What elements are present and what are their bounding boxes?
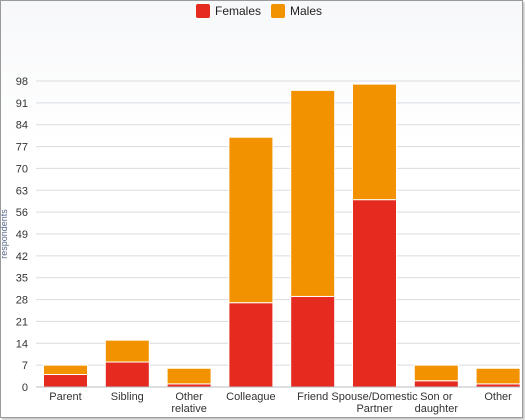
bar-males-4 bbox=[290, 89, 336, 297]
bar-males-6 bbox=[413, 364, 459, 382]
bar-females-0 bbox=[43, 374, 88, 388]
legend-item-males[interactable]: Males bbox=[271, 4, 322, 18]
y-tick-label: 56 bbox=[16, 207, 28, 219]
y-tick-label: 49 bbox=[16, 229, 28, 241]
x-tick-label-line: Other bbox=[175, 391, 203, 403]
x-tick-label: Other relative bbox=[171, 391, 206, 415]
bar-males-5 bbox=[352, 83, 397, 201]
legend: Females Males bbox=[196, 4, 322, 18]
bar-males-1 bbox=[104, 339, 150, 363]
bar-males-7 bbox=[475, 367, 521, 385]
y-tick-label: 7 bbox=[22, 360, 28, 372]
bar-males-0 bbox=[43, 364, 88, 376]
x-tick-label: Parent bbox=[49, 391, 81, 403]
x-tick-label-line: Parent bbox=[49, 391, 81, 403]
x-tick-label-line: Colleague bbox=[226, 391, 276, 403]
legend-item-females[interactable]: Females bbox=[196, 4, 261, 18]
x-tick-label-line: Son or bbox=[420, 391, 453, 403]
x-tick-label-line: Sibling bbox=[111, 391, 144, 403]
bar-males-3 bbox=[228, 136, 274, 304]
y-tick-label: 63 bbox=[16, 185, 28, 197]
legend-swatch-males bbox=[271, 4, 286, 18]
y-tick-label: 0 bbox=[22, 382, 28, 394]
x-tick-label-line: Partner bbox=[356, 403, 392, 415]
x-tick-label-line: Spouse/Domestic bbox=[331, 391, 418, 403]
y-tick-label: 42 bbox=[16, 251, 28, 263]
x-tick-label-line: Friend bbox=[297, 391, 328, 403]
y-tick-label: 84 bbox=[16, 120, 28, 132]
y-tick-label: 14 bbox=[16, 338, 28, 350]
x-tick-label: Friend bbox=[297, 391, 328, 403]
y-tick-label: 28 bbox=[16, 295, 28, 307]
x-tick-label: Spouse/Domestic Partner bbox=[331, 391, 418, 415]
legend-label-females: Females bbox=[215, 4, 262, 18]
y-tick-label: 77 bbox=[16, 142, 28, 154]
y-axis-title: respondents bbox=[0, 209, 9, 259]
y-tick-label: 91 bbox=[16, 98, 28, 110]
x-tick-label: Sibling bbox=[111, 391, 144, 403]
legend-swatch-females bbox=[196, 4, 210, 18]
y-tick-label: 98 bbox=[16, 76, 28, 88]
x-tick-label: Other bbox=[484, 391, 512, 403]
legend-label-males: Males bbox=[290, 4, 323, 18]
bar-females-3 bbox=[228, 302, 274, 388]
y-tick-label: 35 bbox=[16, 273, 28, 285]
x-tick-label-line: relative bbox=[171, 403, 206, 415]
x-tick-label: Son or daughter bbox=[415, 391, 459, 415]
bar-females-1 bbox=[104, 361, 150, 388]
x-tick-label-line: daughter bbox=[415, 403, 459, 415]
y-tick-label: 21 bbox=[16, 316, 28, 328]
bar-females-4 bbox=[290, 295, 336, 388]
bar-females-5 bbox=[352, 199, 397, 388]
x-tick-label-line: Other bbox=[484, 391, 512, 403]
y-tick-label: 70 bbox=[16, 163, 28, 175]
bar-females-6 bbox=[413, 380, 459, 388]
x-tick-label: Colleague bbox=[226, 391, 276, 403]
bar-males-2 bbox=[166, 367, 212, 385]
